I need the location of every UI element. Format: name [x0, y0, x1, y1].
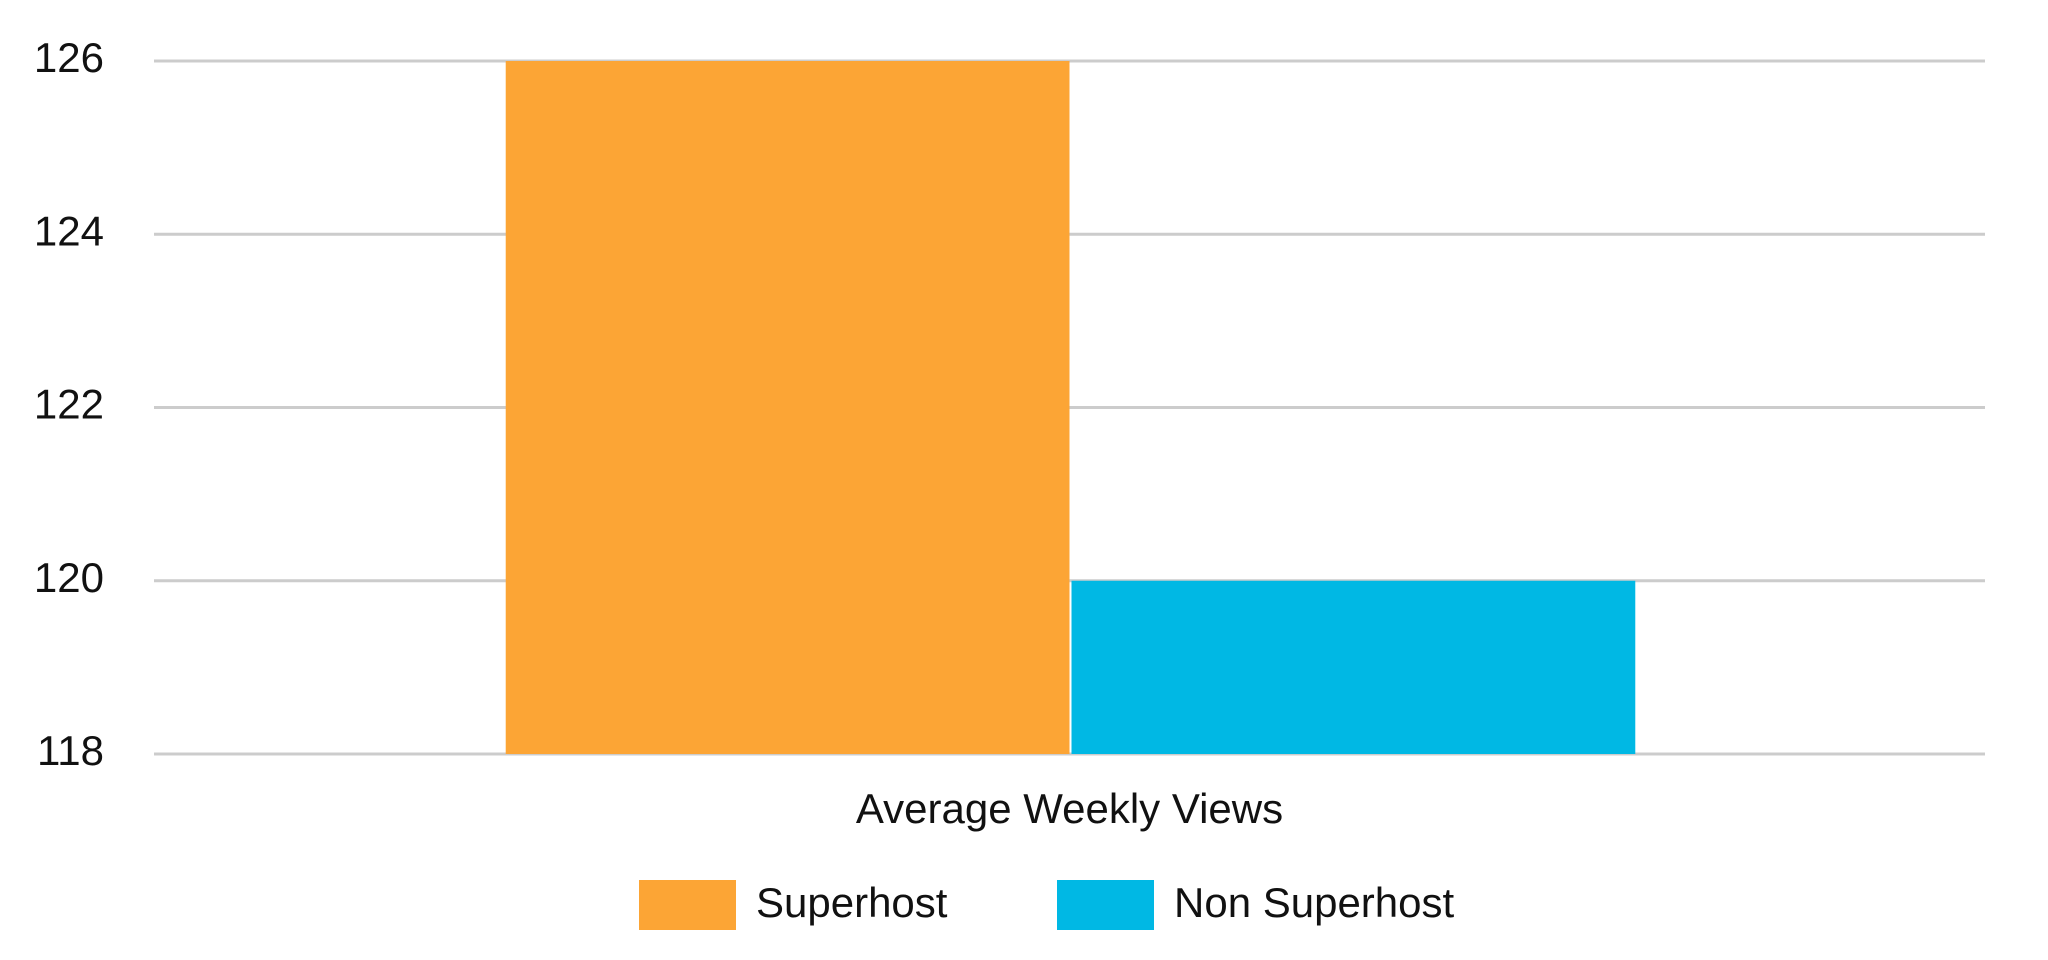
legend-label: Non Superhost	[1174, 879, 1455, 926]
x-tick-label: Average Weekly Views	[856, 785, 1283, 832]
legend-swatch	[639, 880, 736, 930]
y-tick-label: 124	[34, 207, 104, 254]
y-tick-label: 120	[34, 554, 104, 601]
bar	[1071, 580, 1636, 754]
legend-label: Superhost	[756, 879, 948, 926]
y-tick-label: 122	[34, 381, 104, 428]
y-tick-label: 118	[37, 727, 104, 774]
y-tick-label: 126	[34, 34, 104, 81]
bar	[505, 61, 1070, 754]
legend-swatch	[1057, 880, 1154, 930]
